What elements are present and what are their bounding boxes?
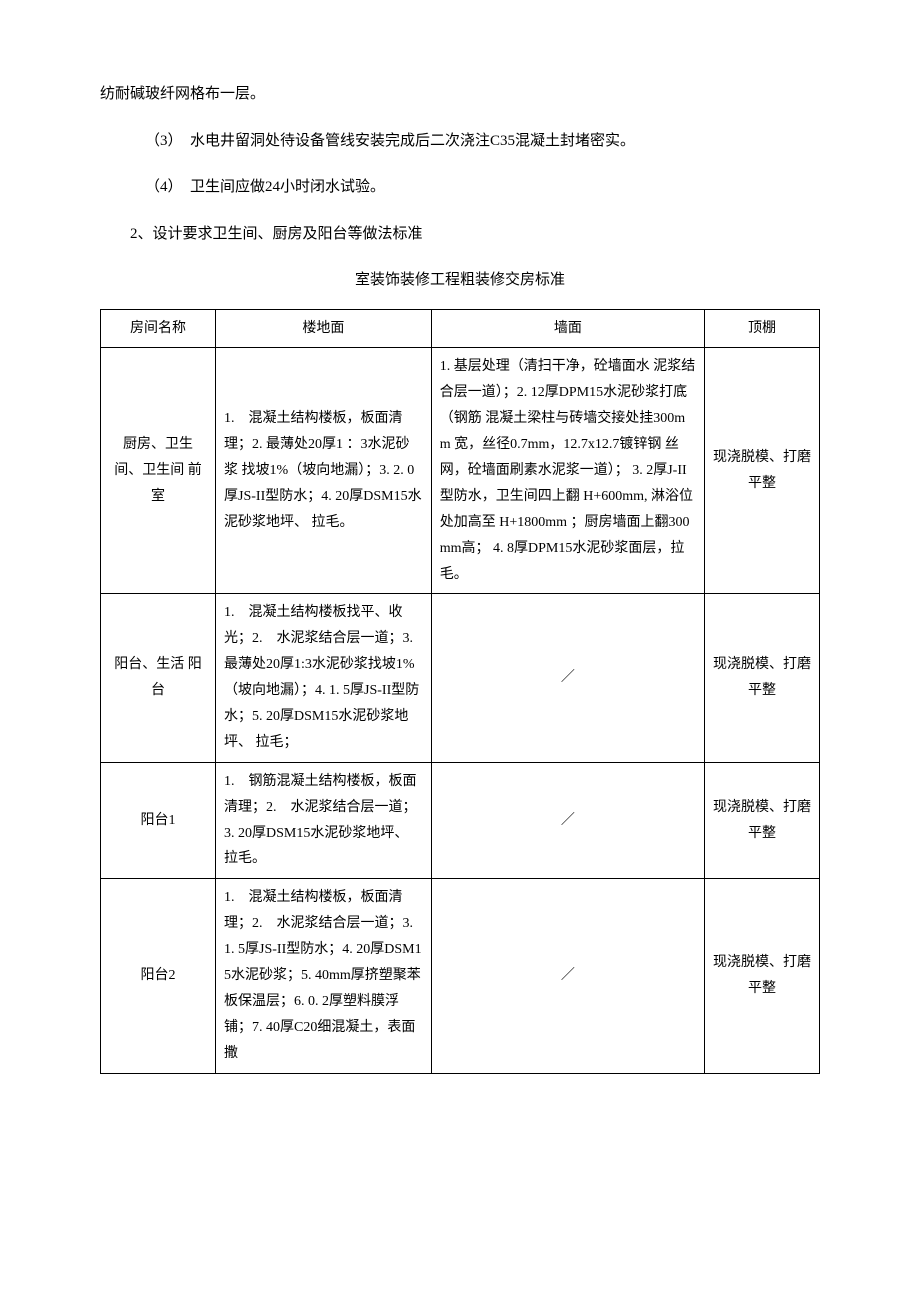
paragraph-item-4: （4） 卫生间应做24小时闭水试验。 — [100, 173, 820, 202]
cell-room: 厨房、卫生 间、卫生间 前室 — [101, 348, 216, 594]
table-row: 阳台1 1. 钢筋混凝土结构楼板，板面清理；2. 水泥浆结合层一道；3. 20厚… — [101, 762, 820, 879]
paragraph-item-3: （3） 水电井留洞处待设备管线安装完成后二次浇注C35混凝土封堵密实。 — [100, 127, 820, 156]
cell-wall: ／ — [431, 879, 704, 1073]
cell-floor: 1. 混凝土结构楼板，板面清理；2. 最薄处20厚1 ：3水泥砂浆 找坡1%（坡… — [216, 348, 432, 594]
cell-wall: ／ — [431, 594, 704, 762]
cell-ceiling: 现浇脱模、打磨平整 — [704, 594, 819, 762]
paragraph-section-2: 2、设计要求卫生间、厨房及阳台等做法标准 — [100, 220, 820, 249]
cell-wall: ／ — [431, 762, 704, 879]
table-row: 厨房、卫生 间、卫生间 前室 1. 混凝土结构楼板，板面清理；2. 最薄处20厚… — [101, 348, 820, 594]
header-floor: 楼地面 — [216, 309, 432, 348]
cell-wall: 1. 基层处理（清扫干净，砼墙面水 泥浆结合层一道）；2. 12厚DPM15水泥… — [431, 348, 704, 594]
cell-ceiling: 现浇脱模、打磨平整 — [704, 762, 819, 879]
cell-floor: 1. 钢筋混凝土结构楼板，板面清理；2. 水泥浆结合层一道；3. 20厚DSM1… — [216, 762, 432, 879]
cell-floor: 1. 混凝土结构楼板，板面清理；2. 水泥浆结合层一道；3. 1. 5厚JS-I… — [216, 879, 432, 1073]
cell-floor: 1. 混凝土结构楼板找平、收光；2. 水泥浆结合层一道；3. 最薄处20厚1:3… — [216, 594, 432, 762]
cell-ceiling: 现浇脱模、打磨平整 — [704, 879, 819, 1073]
table-header-row: 房间名称 楼地面 墙面 顶棚 — [101, 309, 820, 348]
standards-table: 房间名称 楼地面 墙面 顶棚 厨房、卫生 间、卫生间 前室 1. 混凝土结构楼板… — [100, 309, 820, 1074]
table-title: 室装饰装修工程粗装修交房标准 — [100, 266, 820, 295]
table-row: 阳台2 1. 混凝土结构楼板，板面清理；2. 水泥浆结合层一道；3. 1. 5厚… — [101, 879, 820, 1073]
header-ceiling: 顶棚 — [704, 309, 819, 348]
paragraph-continuation: 纺耐碱玻纤网格布一层。 — [100, 80, 820, 109]
cell-room: 阳台1 — [101, 762, 216, 879]
header-room: 房间名称 — [101, 309, 216, 348]
cell-room: 阳台、生活 阳台 — [101, 594, 216, 762]
table-row: 阳台、生活 阳台 1. 混凝土结构楼板找平、收光；2. 水泥浆结合层一道；3. … — [101, 594, 820, 762]
cell-ceiling: 现浇脱模、打磨平整 — [704, 348, 819, 594]
cell-room: 阳台2 — [101, 879, 216, 1073]
header-wall: 墙面 — [431, 309, 704, 348]
